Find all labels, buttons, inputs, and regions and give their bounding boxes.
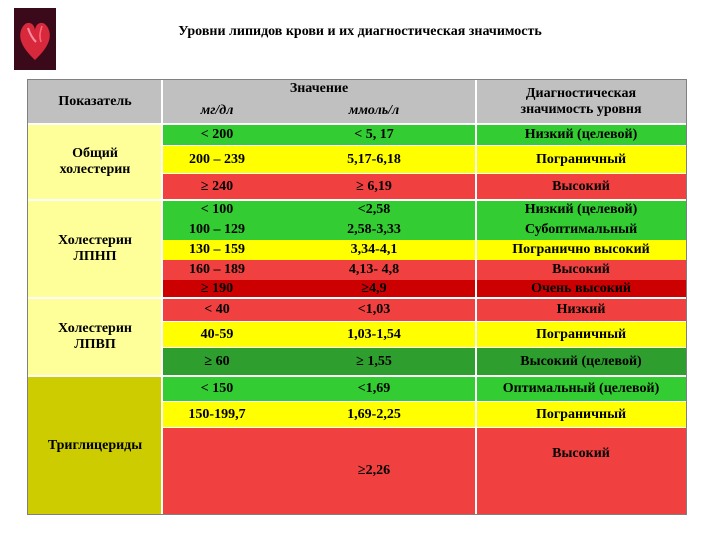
table-cell-mmol: 1,69-2,25 bbox=[272, 402, 476, 428]
table-border bbox=[27, 79, 687, 515]
grid-divider bbox=[28, 375, 686, 377]
header-significance: Диагностическая значимость уровня bbox=[476, 80, 686, 124]
table-cell-mgdl bbox=[162, 428, 272, 514]
table-cell-level: Пограничный bbox=[476, 322, 686, 348]
group-triglycerides: Триглицериды bbox=[28, 376, 162, 514]
group-ldl: Холестерин ЛПНП bbox=[28, 200, 162, 298]
table-cell-level: Субоптимальный bbox=[476, 220, 686, 240]
table-cell-mmol: ≥ 1,55 bbox=[272, 348, 476, 376]
table-cell-mgdl: 150-199,7 bbox=[162, 402, 272, 428]
table-cell-level: Низкий (целевой) bbox=[476, 124, 686, 146]
header-mmol: ммоль/л bbox=[272, 98, 476, 124]
heart-icon bbox=[14, 8, 56, 70]
grid-divider bbox=[162, 321, 686, 322]
table-cell-mgdl: 130 – 159 bbox=[162, 240, 272, 260]
table-cell-mgdl: < 100 bbox=[162, 200, 272, 220]
table-cell-level: Высокий bbox=[476, 174, 686, 200]
group-hdl: Холестерин ЛПВП bbox=[28, 298, 162, 376]
table-cell-level: Погранично высокий bbox=[476, 240, 686, 260]
table-cell-mgdl: 160 – 189 bbox=[162, 260, 272, 280]
table-cell-mgdl: 200 – 239 bbox=[162, 146, 272, 174]
table-cell-mmol: 2,58-3,33 bbox=[272, 220, 476, 240]
table-cell-mmol: <1,03 bbox=[272, 298, 476, 322]
table-cell-mmol: < 5, 17 bbox=[272, 124, 476, 146]
table-cell-mgdl: < 40 bbox=[162, 298, 272, 322]
grid-divider bbox=[28, 297, 686, 299]
grid-divider bbox=[162, 401, 686, 402]
table-cell-mmol: 3,34-4,1 bbox=[272, 240, 476, 260]
table-cell-mmol: <2,58 bbox=[272, 200, 476, 220]
table-cell-mmol: 4,13- 4,8 bbox=[272, 260, 476, 280]
table-cell-level: Пограничный bbox=[476, 402, 686, 428]
table-cell-mgdl: ≥ 240 bbox=[162, 174, 272, 200]
table-cell-level: Очень высокий bbox=[476, 280, 686, 298]
table-cell-level: Высокий bbox=[476, 260, 686, 280]
grid-divider bbox=[28, 123, 686, 125]
table-cell-mgdl: ≥ 190 bbox=[162, 280, 272, 298]
table-cell-mgdl: < 200 bbox=[162, 124, 272, 146]
grid-divider bbox=[162, 145, 686, 146]
grid-divider bbox=[162, 347, 686, 348]
table-cell-mmol: ≥4,9 bbox=[272, 280, 476, 298]
table-cell-level: Высокий bbox=[476, 428, 686, 514]
page-title: Уровни липидов крови и их диагностическа… bbox=[178, 24, 542, 39]
table-cell-mmol: 5,17-6,18 bbox=[272, 146, 476, 174]
table-cell-level: Высокий (целевой) bbox=[476, 348, 686, 376]
grid-divider bbox=[162, 173, 686, 174]
table-cell-mgdl: 100 – 129 bbox=[162, 220, 272, 240]
grid-divider bbox=[162, 427, 686, 428]
table-cell-mgdl: ≥ 60 bbox=[162, 348, 272, 376]
table-cell-mmol: ≥ 6,19 bbox=[272, 174, 476, 200]
table-cell-level: Пограничный bbox=[476, 146, 686, 174]
table-cell-mmol: <1,69 bbox=[272, 376, 476, 402]
header-mgdl: мг/дл bbox=[162, 98, 272, 124]
header-value: Значение bbox=[162, 80, 476, 98]
table-cell-mmol: ≥2,26 bbox=[272, 428, 476, 514]
table-cell-level: Оптимальный (целевой) bbox=[476, 376, 686, 402]
table-cell-mgdl: < 150 bbox=[162, 376, 272, 402]
header-indicator: Показатель bbox=[28, 80, 162, 124]
grid-divider bbox=[28, 199, 686, 201]
table-cell-mmol: 1,03-1,54 bbox=[272, 322, 476, 348]
group-total-cholesterol: Общий холестерин bbox=[28, 124, 162, 200]
table-cell-level: Низкий bbox=[476, 298, 686, 322]
table-cell-level: Низкий (целевой) bbox=[476, 200, 686, 220]
table-cell-mgdl: 40-59 bbox=[162, 322, 272, 348]
